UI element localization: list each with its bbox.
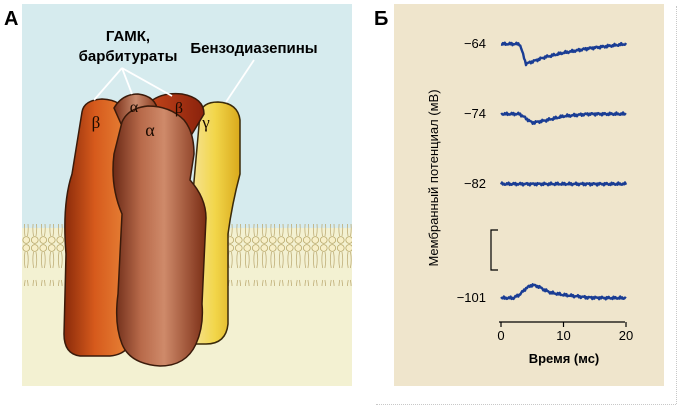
- alpha-subunit-front: [112, 105, 207, 367]
- trace-1: [500, 41, 628, 67]
- subunit-label-beta-right: β: [175, 100, 183, 117]
- dashed-frame-bottom: [376, 404, 676, 405]
- label-gaba: ГАМК,: [106, 28, 150, 45]
- holding-potential-label-4: −101: [457, 290, 486, 305]
- trace-4: [500, 283, 627, 301]
- x-tick-label-3: 20: [619, 328, 633, 343]
- binding-site-pointers: [93, 59, 255, 103]
- membrane-potential-chart: Мембранный потенциал (мВ) Время (мс) −64…: [394, 4, 664, 386]
- panel-b-label: Б: [374, 8, 389, 30]
- x-tick-label-2: 10: [556, 328, 570, 343]
- subunit-label-alpha-front: α: [145, 120, 155, 140]
- subunit-label-alpha-back: α: [130, 99, 139, 116]
- label-benzodiazepines: Бензодиазепины: [190, 40, 317, 57]
- trace-group: [499, 41, 628, 301]
- x-axis-label: Время (мс): [529, 351, 600, 366]
- holding-potential-label-1: −64: [464, 36, 486, 51]
- label-barbiturates: барбитураты: [79, 48, 178, 65]
- panel-a-label: А: [4, 8, 19, 30]
- dashed-frame-right: [676, 6, 677, 404]
- holding-potential-labels: −64 −74 −82 −101: [457, 36, 486, 305]
- subunit-label-beta-left: β: [92, 113, 101, 132]
- holding-potential-label-2: −74: [464, 106, 486, 121]
- subunit-label-gamma: γ: [201, 113, 210, 132]
- y-axis-label: Мембранный потенциал (мВ): [426, 89, 441, 266]
- scale-bar: [490, 229, 498, 271]
- gaba-receptor-diagram: β α β α γ ГАМК, барбитураты Бензодиазепи…: [22, 4, 352, 386]
- trace-3: [499, 181, 628, 187]
- trace-2: [500, 111, 627, 125]
- x-axis-ticks: 0 10 20: [497, 322, 633, 343]
- x-tick-label-1: 0: [497, 328, 504, 343]
- holding-potential-label-3: −82: [464, 176, 486, 191]
